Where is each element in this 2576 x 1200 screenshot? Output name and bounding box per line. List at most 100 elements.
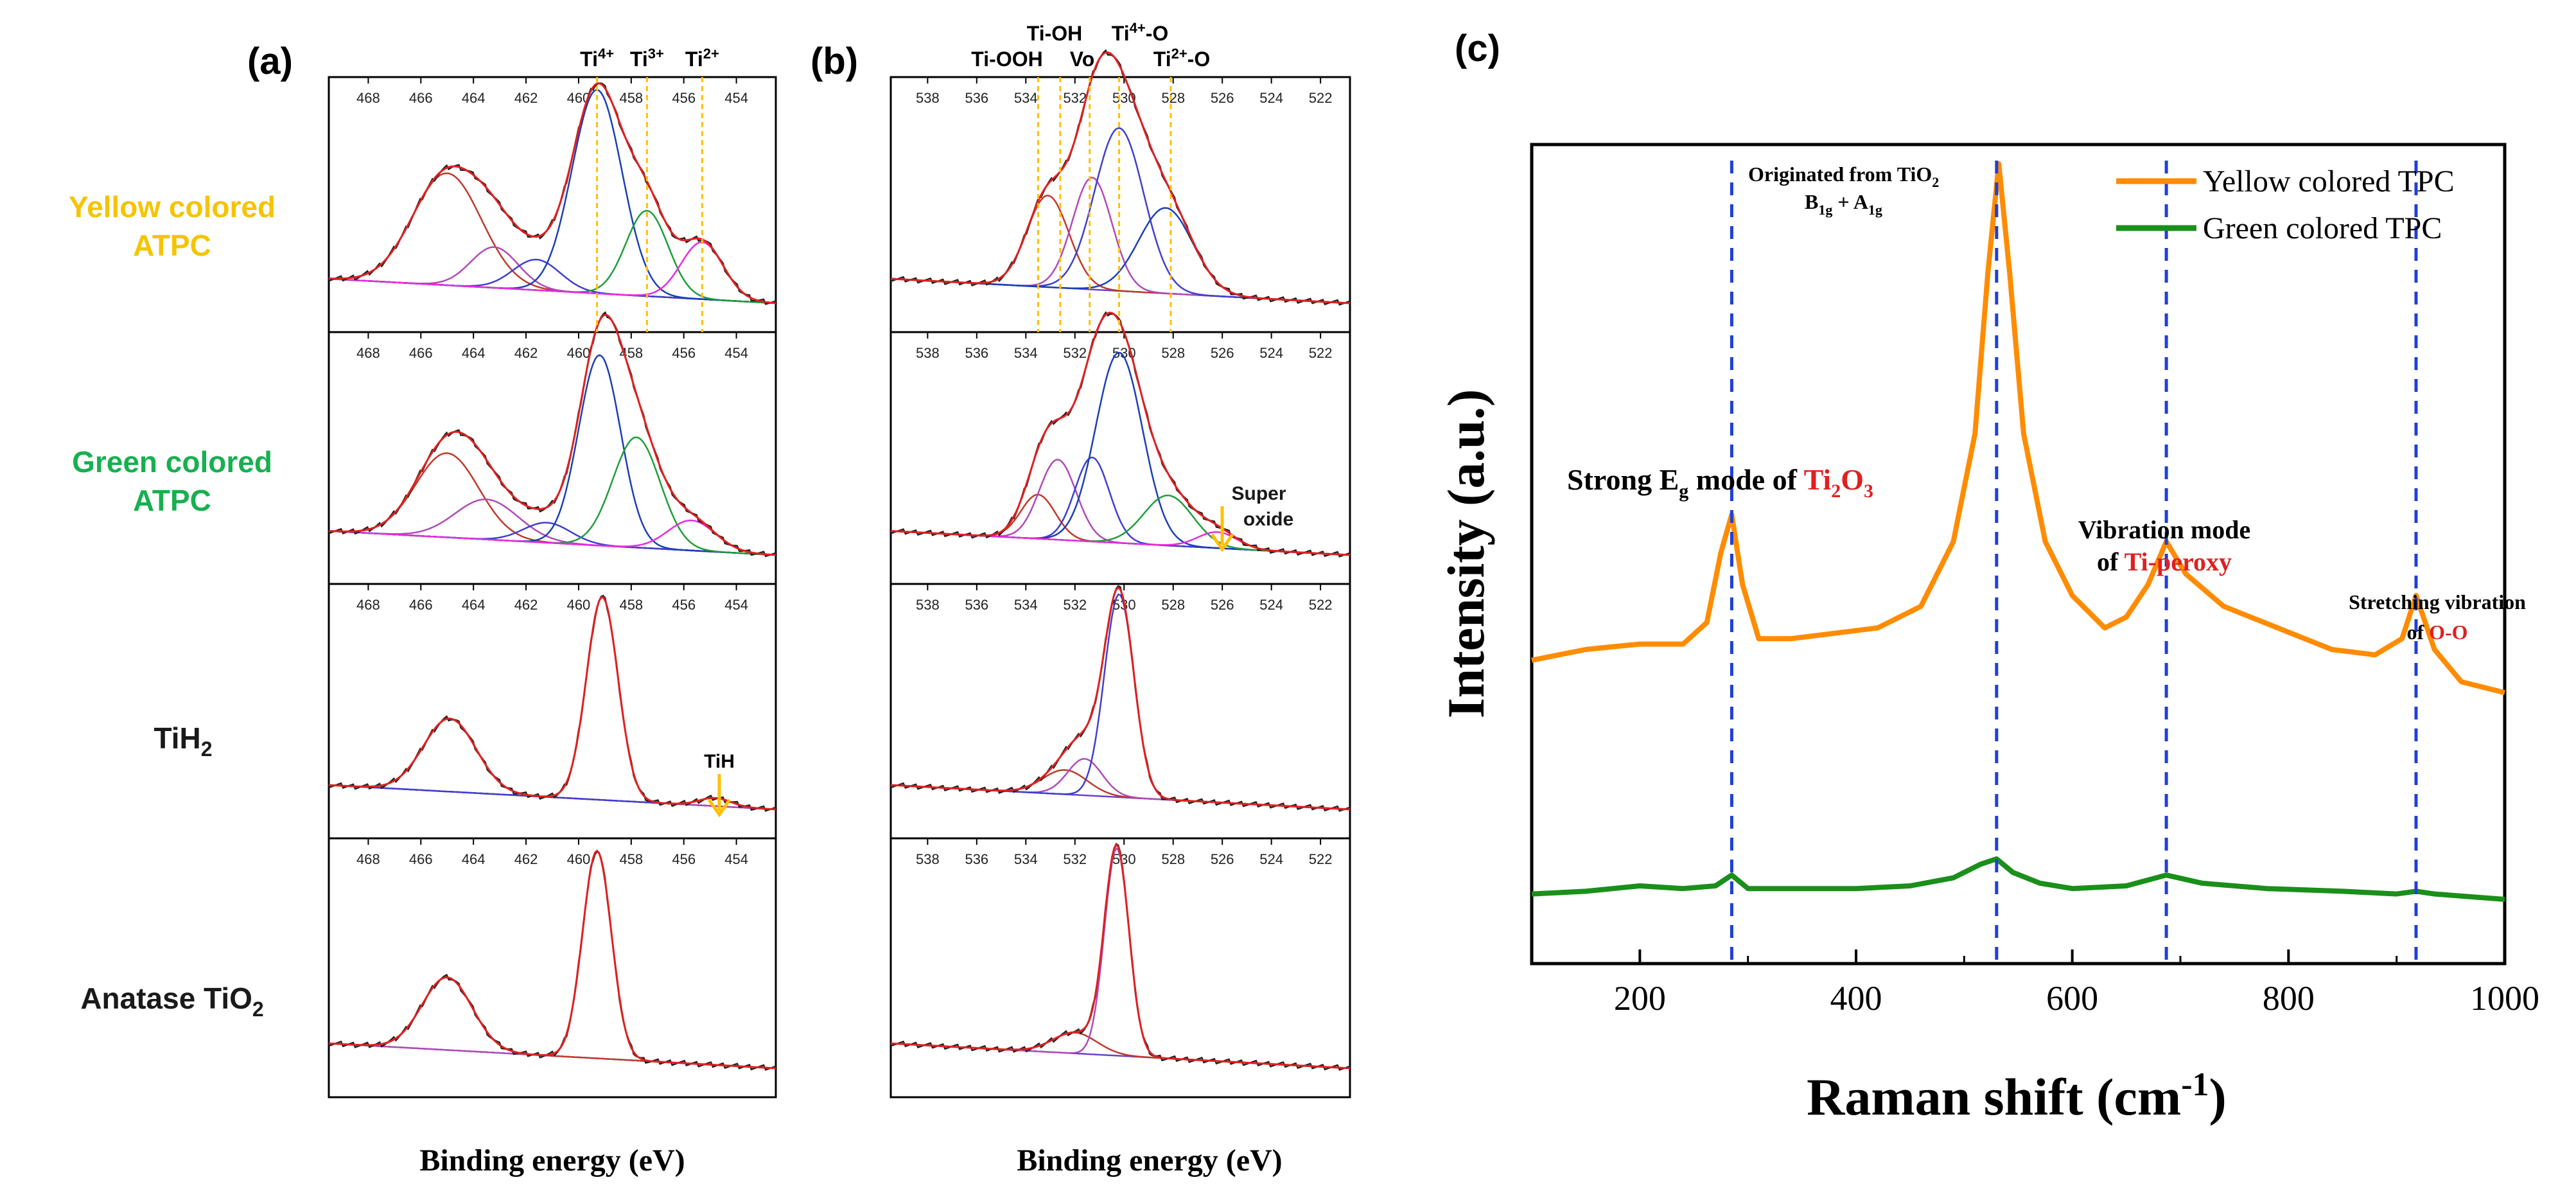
- xps-tick-label: 534: [1014, 597, 1038, 613]
- xps-tick-label: 462: [514, 851, 538, 867]
- xps-component: [328, 596, 776, 811]
- row-label-yellow-1: Yellow colored: [69, 190, 276, 224]
- xps-tick-label: 462: [514, 597, 538, 613]
- xps-tick-label: 458: [619, 90, 643, 106]
- xps-component: [890, 757, 1351, 811]
- xps-tick-label: 528: [1161, 851, 1185, 867]
- raman-tick-label: 1000: [2470, 979, 2539, 1018]
- xps-tick-label: 462: [514, 90, 538, 106]
- xps-tick-label: 524: [1259, 345, 1283, 361]
- xps-tick-label: 456: [672, 851, 696, 867]
- xps-tick-label: 458: [619, 597, 643, 613]
- xps-tick-label: 526: [1211, 90, 1234, 106]
- raman-xlabel: Raman shift (cm-1): [1807, 1066, 2227, 1126]
- xps-tick-label: 460: [567, 597, 591, 613]
- xps-tick-label: 464: [462, 851, 486, 867]
- xps-tick-label: 522: [1309, 851, 1333, 867]
- row-label-green-2: ATPC: [133, 484, 211, 517]
- super-oxide-label-1: Super: [1231, 483, 1286, 504]
- xps-raw-data: [328, 851, 776, 1071]
- xps-tick-label: 468: [356, 345, 380, 361]
- xps-component: [328, 849, 776, 1070]
- panel-b-plots: 538 536 534 532 530 528 526 524 522 538 536 534 532 5…: [889, 49, 1351, 1099]
- xps-tick-label: 536: [965, 345, 988, 361]
- xps-tick-label: 454: [724, 90, 748, 106]
- xps-tick-label: 456: [672, 345, 696, 361]
- raman-annotations: Originated from TiO2 B1g + A1g Strong Eg…: [1567, 163, 2526, 644]
- xps-tick-label: 538: [916, 90, 940, 106]
- legend-label-green: Green colored TPC: [2203, 211, 2442, 245]
- raman-tick-label: 600: [2046, 979, 2098, 1018]
- xps-tick-label: 522: [1309, 90, 1333, 106]
- xps-tick-label: 454: [724, 851, 748, 867]
- raman-tick-label: 200: [1614, 979, 1666, 1018]
- super-oxide-label-2: oxide: [1243, 509, 1293, 530]
- row-label-anatase: Anatase TiO2: [80, 982, 263, 1021]
- xps-component: [328, 258, 776, 304]
- xps-tick-label: 524: [1259, 597, 1283, 613]
- xps-marker-label: Ti-OOH: [971, 48, 1042, 71]
- xps-envelope: [328, 849, 776, 1070]
- raman-legend: Yellow colored TPC Green colored TPC: [2116, 164, 2455, 245]
- xps-tick-label: 468: [356, 90, 380, 106]
- xps-tick-label: 534: [1014, 851, 1038, 867]
- xps-component: [890, 207, 1351, 304]
- xps-raw-data: [890, 49, 1351, 306]
- xps-tick-label: 460: [567, 345, 591, 361]
- xps-tick-label: 526: [1211, 851, 1234, 867]
- ann-tio2-line2: B1g + A1g: [1805, 190, 1882, 218]
- xps-component: [328, 246, 776, 304]
- xps-tick-label: 538: [916, 597, 940, 613]
- xps-tick-label: 530: [1112, 851, 1136, 867]
- xps-tick-label: 464: [462, 345, 486, 361]
- xps-frame: [889, 583, 1351, 840]
- panel-b-label: (b): [810, 40, 858, 82]
- xps-tick-label: 462: [514, 345, 538, 361]
- xps-tick-label: 468: [356, 851, 380, 867]
- xps-envelope: [328, 82, 776, 304]
- xps-frame: [328, 837, 777, 1099]
- panel-c-frame: [1530, 143, 2507, 966]
- xps-tick-label: 528: [1161, 345, 1185, 361]
- xps-marker-label: Ti2+: [685, 46, 719, 71]
- xps-envelope: [890, 843, 1351, 1070]
- xps-component: [890, 456, 1351, 556]
- panel-c-plot: [1531, 161, 2505, 964]
- xps-component: [328, 172, 776, 304]
- panel-b-xlabel: Binding energy (eV): [1017, 1143, 1282, 1178]
- xps-tick-label: 466: [409, 597, 433, 613]
- panel-a-label: (a): [247, 40, 293, 82]
- panel-c-label: (c): [1455, 28, 1500, 69]
- xps-component: [890, 127, 1351, 304]
- ann-eg-mode: Strong Eg mode of Ti2O3: [1567, 463, 1873, 502]
- xps-tick-label: 528: [1161, 90, 1185, 106]
- legend-label-yellow: Yellow colored TPC: [2203, 164, 2455, 199]
- xps-frame: [889, 76, 1351, 333]
- xps-tick-label: 456: [672, 90, 696, 106]
- xps-tick-label: 524: [1259, 851, 1283, 867]
- panel-a-plots: 468 466 464 462 460 458 456 454 468 466 464 462 460 4…: [328, 76, 777, 1099]
- xps-tick-label: 522: [1309, 597, 1333, 613]
- xps-tick-label: 464: [462, 90, 486, 106]
- xps-tick-label: 466: [409, 851, 433, 867]
- xps-raw-data: [890, 842, 1351, 1071]
- xps-tick-label: 466: [409, 90, 433, 106]
- xps-tick-label: 532: [1063, 851, 1087, 867]
- ann-stretching-2: of O-O: [2406, 621, 2467, 644]
- xps-envelope: [890, 312, 1351, 556]
- raman-tick-label: 400: [1830, 979, 1882, 1018]
- xps-raw-data: [328, 311, 776, 558]
- xps-component: [328, 519, 776, 556]
- xps-tick-label: 522: [1309, 345, 1333, 361]
- panel-a-xlabel: Binding energy (eV): [419, 1143, 685, 1178]
- tih-annotation: TiH: [704, 751, 735, 772]
- xps-tick-label: 532: [1063, 597, 1087, 613]
- xps-tick-label: 466: [409, 345, 433, 361]
- raman-ylabel: Intensity (a.u.): [1437, 389, 1495, 719]
- xps-marker-label: Ti3+: [630, 46, 664, 71]
- xps-envelope: [328, 596, 776, 811]
- row-label-yellow-2: ATPC: [133, 229, 211, 262]
- xps-envelope: [890, 586, 1351, 811]
